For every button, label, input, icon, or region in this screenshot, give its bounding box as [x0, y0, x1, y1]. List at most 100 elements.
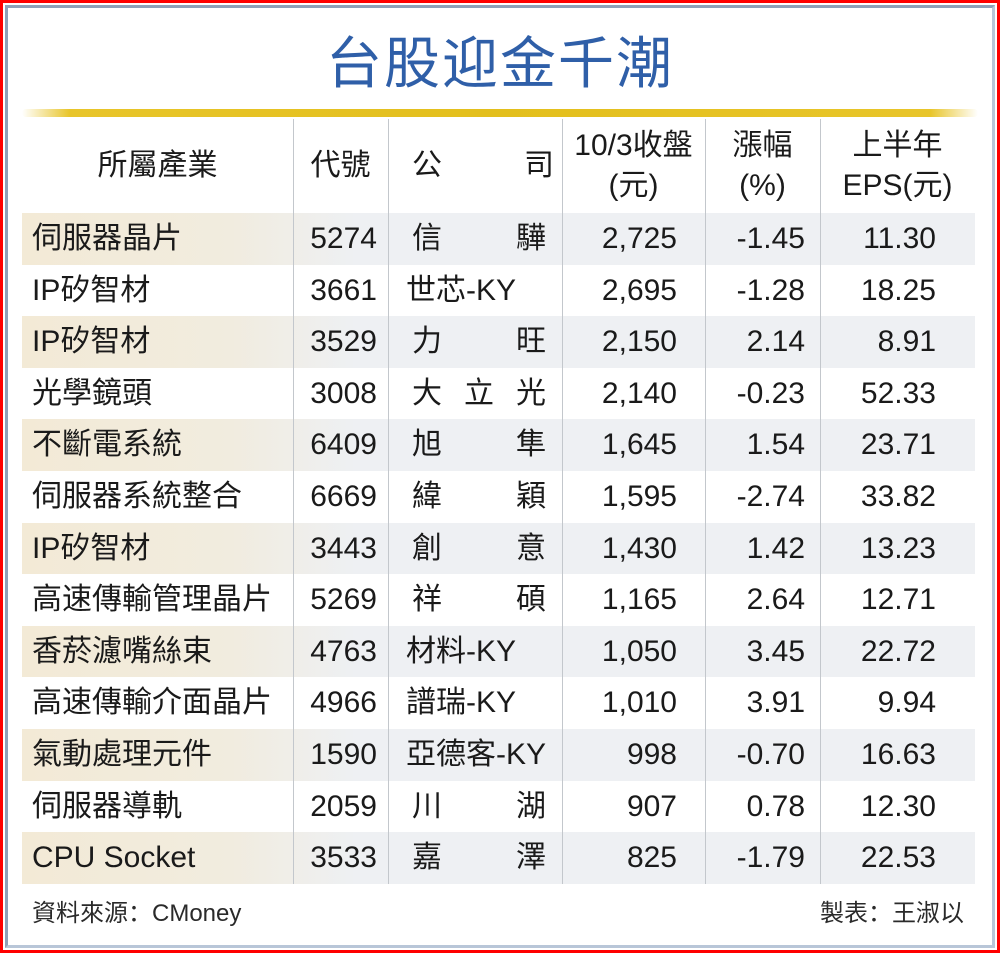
table-row: 伺服器導軌 2059 川湖 907 0.78 12.30: [22, 781, 975, 833]
company-name-last: 穎: [516, 479, 546, 513]
change-pct-cell: -0.23: [736, 376, 805, 410]
company-name: 大 立 光: [412, 376, 546, 410]
eps-cell: 12.30: [860, 789, 936, 823]
close-price-cell: 1,165: [601, 583, 677, 617]
header-code: 代號: [310, 149, 371, 182]
eps-cell: 11.30: [863, 222, 936, 255]
company-name-first: 緯: [412, 479, 442, 513]
eps-cell: 33.82: [860, 479, 936, 513]
change-pct-cell: -0.70: [736, 737, 805, 771]
chart-title: 台股迎金千潮: [326, 32, 674, 95]
company-name: 亞德客-KY: [406, 737, 547, 771]
stock-code-cell: 4966: [310, 686, 377, 720]
data-source-note: 資料來源：CMoney: [32, 900, 242, 927]
company-name-first: 祥: [412, 583, 442, 617]
eps-cell: 12.71: [860, 583, 936, 617]
company-name-first: 創: [412, 531, 442, 565]
company-name-last: 旺: [516, 325, 546, 359]
company-cell: 材料-KY: [392, 626, 552, 678]
eps-cell: 18.25: [860, 273, 936, 307]
eps-cell: 52.33: [860, 376, 936, 410]
change-pct-cell: 2.14: [746, 325, 805, 359]
company-cell: 緯穎: [392, 471, 552, 523]
table-row: IP矽智材 3443 創意 1,430 1.42 13.23: [22, 522, 975, 575]
change-pct-cell: 3.91: [746, 686, 805, 720]
table-row: 氣動處理元件 1590 亞德客-KY 998 -0.70 16.63: [22, 728, 975, 781]
stock-code-cell: 6409: [310, 428, 377, 462]
change-pct-cell: 1.42: [746, 531, 805, 565]
stock-code-cell: 2059: [310, 789, 377, 823]
company-cell: 信驊: [392, 213, 552, 265]
industry-cell: 氣動處理元件: [32, 737, 212, 771]
column-divider: [562, 119, 563, 884]
close-price-cell: 2,150: [601, 325, 677, 359]
change-pct-cell: -1.79: [736, 841, 805, 875]
company-name: 譜瑞-KY: [406, 686, 517, 720]
gold-divider-rule: [22, 109, 978, 117]
close-price-cell: 1,050: [601, 634, 677, 668]
header-change-pct: 漲幅 (%): [732, 129, 793, 202]
industry-cell: IP矽智材: [32, 325, 151, 359]
close-price-cell: 907: [626, 789, 677, 823]
industry-cell: CPU Socket: [32, 841, 196, 875]
change-pct-cell: -1.45: [736, 222, 805, 255]
close-price-cell: 1,645: [601, 428, 677, 462]
stock-code-cell: 3533: [310, 841, 377, 875]
industry-cell: 光學鏡頭: [32, 376, 152, 410]
table-body: 伺服器晶片 5274 信驊 2,725 -1.45 11.30 IP矽智材 3661 世芯-KY…: [22, 213, 975, 884]
stock-code-cell: 6669: [310, 479, 377, 513]
change-pct-cell: 1.54: [746, 428, 805, 462]
industry-cell: 高速傳輸介面晶片: [32, 686, 272, 720]
company-name-last: 澤: [516, 841, 546, 875]
table-row: 光學鏡頭 3008 大 立 光 2,140 -0.23 52.33: [22, 368, 975, 420]
stock-code-cell: 4763: [310, 634, 377, 668]
table-row: 伺服器晶片 5274 信驊 2,725 -1.45 11.30: [22, 213, 975, 265]
company-cell: 川湖: [392, 781, 552, 833]
table-row: 香菸濾嘴絲束 4763 材料-KY 1,050 3.45 22.72: [22, 625, 975, 678]
company-cell: 世芯-KY: [392, 265, 552, 317]
company-name-first: 信: [412, 222, 442, 255]
company-cell: 旭隼: [392, 419, 552, 471]
company-cell: 亞德客-KY: [392, 729, 552, 781]
column-divider: [293, 119, 294, 884]
stock-code-cell: 3008: [310, 376, 377, 410]
company-name-first: 川: [412, 789, 442, 823]
eps-cell: 8.91: [877, 325, 936, 359]
table-row: 高速傳輸介面晶片 4966 譜瑞-KY 1,010 3.91 9.94: [22, 677, 975, 729]
eps-cell: 23.71: [860, 428, 936, 462]
table-row: 伺服器系統整合 6669 緯穎 1,595 -2.74 33.82: [22, 471, 975, 523]
industry-cell: 不斷電系統: [32, 428, 182, 462]
industry-cell: 高速傳輸管理晶片: [32, 583, 272, 617]
author-credit: 製表：王淑以: [820, 900, 964, 927]
stock-table: 所屬產業 代號 公 司 10/3收盤 (元) 漲幅 (%) 上半年 EPS(元)…: [22, 119, 975, 884]
company-cell: 祥碩: [392, 574, 552, 626]
company-cell: 嘉澤: [392, 832, 552, 884]
company-cell: 大 立 光: [392, 368, 552, 420]
change-pct-cell: -1.28: [736, 273, 805, 307]
header-eps: 上半年 EPS(元): [842, 129, 953, 202]
company-name: 材料-KY: [406, 634, 517, 668]
close-price-cell: 1,430: [601, 531, 677, 565]
stock-code-cell: 1590: [310, 737, 377, 771]
company-cell: 譜瑞-KY: [392, 677, 552, 729]
close-price-cell: 2,695: [601, 273, 677, 307]
close-price-cell: 825: [626, 841, 677, 875]
eps-cell: 13.23: [860, 531, 936, 565]
table-row: CPU Socket 3533 嘉澤 825 -1.79 22.53: [22, 832, 975, 884]
industry-cell: IP矽智材: [32, 531, 151, 565]
company-name-first: 旭: [412, 428, 442, 462]
table-row: IP矽智材 3661 世芯-KY 2,695 -1.28 18.25: [22, 265, 975, 317]
stock-code-cell: 3443: [310, 531, 377, 565]
frame-inner-border: [5, 5, 995, 948]
company-cell: 創意: [392, 523, 552, 575]
industry-cell: 伺服器導軌: [32, 789, 182, 823]
stock-code-cell: 5274: [310, 222, 377, 255]
stock-code-cell: 3529: [310, 325, 377, 359]
table-row: 不斷電系統 6409 旭隼 1,645 1.54 23.71: [22, 419, 975, 471]
table-header: 所屬產業 代號 公 司 10/3收盤 (元) 漲幅 (%) 上半年 EPS(元): [22, 119, 975, 213]
industry-cell: 香菸濾嘴絲束: [32, 634, 212, 668]
eps-cell: 22.72: [860, 634, 936, 668]
change-pct-cell: 0.78: [746, 789, 805, 823]
close-price-cell: 2,140: [601, 376, 677, 410]
company-name-last: 碩: [516, 583, 546, 617]
